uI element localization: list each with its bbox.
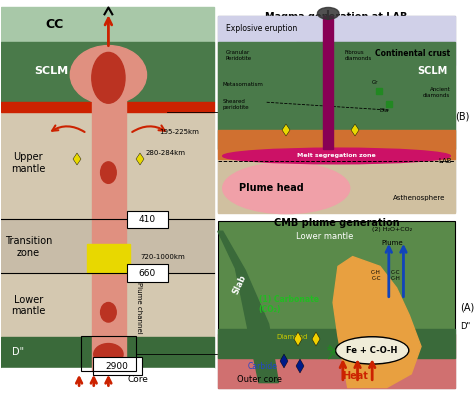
Text: Plume: Plume <box>381 240 402 246</box>
Text: (B): (B) <box>455 112 469 122</box>
Bar <box>218 16 455 212</box>
Text: CC: CC <box>46 18 64 30</box>
Text: Asthenosphere: Asthenosphere <box>393 195 446 201</box>
Text: (2) H₂O+CO₂: (2) H₂O+CO₂ <box>372 227 412 232</box>
Text: Fibrous
diamonds: Fibrous diamonds <box>345 50 372 61</box>
Ellipse shape <box>100 303 116 322</box>
Polygon shape <box>333 257 421 387</box>
Bar <box>1 112 214 220</box>
Bar <box>218 222 455 387</box>
Polygon shape <box>218 231 278 383</box>
Text: Core: Core <box>128 375 149 384</box>
Text: LAB: LAB <box>439 158 452 164</box>
Text: Granular
Peridotite: Granular Peridotite <box>226 50 252 61</box>
Text: Transition
zone: Transition zone <box>5 236 52 258</box>
Text: Metasomatism: Metasomatism <box>223 82 264 87</box>
Text: D": D" <box>12 347 25 357</box>
Text: CMB plume generation: CMB plume generation <box>273 218 399 228</box>
Text: Dia: Dia <box>379 107 388 113</box>
Bar <box>218 42 455 149</box>
Text: Continental crust: Continental crust <box>375 49 450 58</box>
Text: Outer core: Outer core <box>237 375 283 384</box>
Text: Melt segregation zone: Melt segregation zone <box>297 154 376 158</box>
Text: Slab: Slab <box>231 274 248 296</box>
Ellipse shape <box>336 337 409 364</box>
Bar <box>1 5 214 390</box>
Text: Sheared
peridotite: Sheared peridotite <box>223 99 249 109</box>
Bar <box>81 336 136 371</box>
Ellipse shape <box>100 162 116 183</box>
Text: 195-225km: 195-225km <box>159 128 199 135</box>
Bar <box>92 58 126 371</box>
Text: C-H
C-C: C-H C-C <box>371 270 381 280</box>
Ellipse shape <box>223 163 350 214</box>
Ellipse shape <box>92 53 125 103</box>
FancyBboxPatch shape <box>127 211 168 228</box>
Bar <box>218 16 455 42</box>
Text: Magma generation at LAB: Magma generation at LAB <box>265 12 408 23</box>
Bar <box>1 6 214 42</box>
Bar <box>1 42 214 102</box>
Bar <box>1 273 214 337</box>
FancyBboxPatch shape <box>127 264 168 282</box>
Bar <box>87 244 130 273</box>
Text: 720-1000km: 720-1000km <box>141 254 185 260</box>
Bar <box>218 334 455 387</box>
Ellipse shape <box>318 8 339 19</box>
Text: Heat: Heat <box>342 371 367 381</box>
Text: Fe + C-O-H: Fe + C-O-H <box>346 346 398 355</box>
Text: C-C
C-H: C-C C-H <box>391 270 401 280</box>
Ellipse shape <box>94 344 123 365</box>
FancyBboxPatch shape <box>93 357 142 375</box>
Text: 2900: 2900 <box>106 361 128 371</box>
Bar <box>218 130 455 159</box>
Bar <box>218 329 455 358</box>
Text: (A): (A) <box>460 303 474 312</box>
Text: Diamond: Diamond <box>276 334 308 340</box>
Text: Plume channel: Plume channel <box>136 282 142 333</box>
Ellipse shape <box>337 338 407 363</box>
Bar <box>1 220 214 273</box>
Text: 280-284km: 280-284km <box>146 150 185 156</box>
Bar <box>218 159 455 213</box>
Bar <box>1 368 214 390</box>
Text: 660: 660 <box>139 269 156 278</box>
Ellipse shape <box>223 148 450 164</box>
Bar <box>1 337 214 368</box>
Text: Lower mantle: Lower mantle <box>296 231 353 241</box>
Text: Gr: Gr <box>372 80 379 85</box>
Text: Lower
mantle: Lower mantle <box>11 295 46 316</box>
Text: Carbide: Carbide <box>247 361 277 371</box>
Text: Explosive eruption: Explosive eruption <box>226 24 297 34</box>
Text: (1) Carbonate
(CO₂): (1) Carbonate (CO₂) <box>259 295 319 314</box>
Bar <box>296 42 455 65</box>
Text: D": D" <box>460 322 470 331</box>
Text: SCLM: SCLM <box>35 66 69 76</box>
Text: Plume head: Plume head <box>239 183 304 193</box>
Text: Upper
mantle: Upper mantle <box>11 152 46 174</box>
Text: 410: 410 <box>139 215 156 224</box>
Text: SCLM: SCLM <box>417 66 447 76</box>
Ellipse shape <box>70 45 146 104</box>
Text: Ancient
diamonds: Ancient diamonds <box>423 87 450 98</box>
Bar <box>323 16 333 149</box>
Bar <box>1 102 214 112</box>
